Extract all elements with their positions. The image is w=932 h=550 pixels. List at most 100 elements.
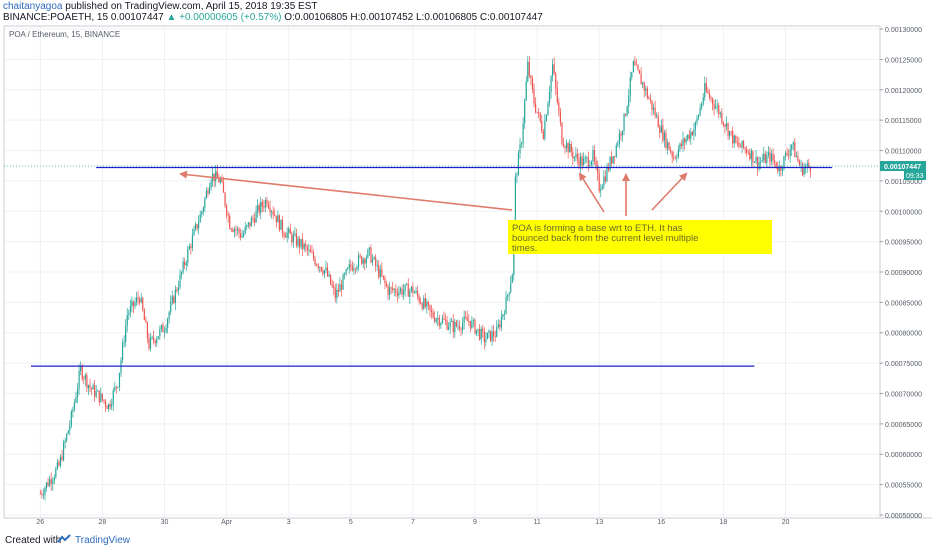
candle xyxy=(674,155,676,160)
candle xyxy=(328,270,330,278)
candle xyxy=(146,321,149,344)
candle xyxy=(774,154,776,168)
candle xyxy=(295,228,298,248)
candle xyxy=(696,114,698,126)
candle xyxy=(132,300,135,314)
candle-body xyxy=(379,269,381,278)
candle xyxy=(738,136,740,150)
candle xyxy=(522,116,524,149)
candle xyxy=(643,81,645,98)
candle xyxy=(168,310,170,324)
candle xyxy=(49,475,51,488)
candle-body xyxy=(202,207,204,212)
candle-body xyxy=(98,390,100,403)
candle-body xyxy=(204,198,206,208)
candle xyxy=(260,196,262,220)
author-link[interactable]: chaitanyagoa xyxy=(3,1,63,12)
candle-body xyxy=(808,163,810,167)
price-chart[interactable]: 0.00130000 0.00125000 0.00120000 0.00115000… xyxy=(0,24,932,526)
candle-body xyxy=(735,135,737,143)
candle-body xyxy=(179,274,181,288)
candle xyxy=(205,187,208,199)
candle-body xyxy=(578,158,580,167)
candle xyxy=(606,162,608,183)
candle xyxy=(729,130,731,140)
y-tick-label: 0.00070000 xyxy=(885,391,922,398)
candle xyxy=(201,210,203,218)
candle xyxy=(617,140,619,148)
candle-body xyxy=(146,322,149,339)
candle-body xyxy=(562,144,565,147)
candle-body xyxy=(510,283,512,293)
candle xyxy=(111,398,113,411)
candle xyxy=(758,156,760,172)
candle xyxy=(651,100,653,116)
candle xyxy=(297,236,299,249)
candle-body xyxy=(579,156,582,167)
candle xyxy=(226,203,228,219)
candle-body xyxy=(241,236,243,238)
candle xyxy=(555,71,557,95)
candle xyxy=(697,114,700,121)
candle-body xyxy=(193,229,195,236)
candle-body xyxy=(151,336,153,338)
candle-body xyxy=(239,232,242,238)
candle xyxy=(80,361,82,376)
countdown-tag xyxy=(904,171,926,181)
candle-body xyxy=(749,153,751,160)
candle-body xyxy=(140,297,142,303)
candle-body xyxy=(401,288,403,295)
candle-body xyxy=(295,233,298,246)
candle-body xyxy=(41,493,43,495)
candle-body xyxy=(92,385,94,390)
candle xyxy=(385,280,388,288)
candle xyxy=(171,290,173,306)
candle xyxy=(75,391,77,404)
candle xyxy=(312,249,315,262)
y-tick-label: 0.00095000 xyxy=(885,240,922,247)
candle-body xyxy=(550,76,552,92)
candle-body xyxy=(730,131,732,132)
candle xyxy=(716,99,718,113)
candle xyxy=(331,279,333,288)
candle xyxy=(438,314,440,330)
candle-body xyxy=(362,259,364,264)
candle xyxy=(334,283,336,303)
tradingview-brand-link[interactable]: TradingView xyxy=(75,535,131,546)
candle xyxy=(277,210,279,223)
candle-body xyxy=(471,320,473,329)
candle-body xyxy=(53,477,55,481)
candle-body xyxy=(758,162,760,169)
candle-body xyxy=(665,132,667,149)
candle xyxy=(241,229,243,239)
candle-body xyxy=(477,328,479,330)
candle xyxy=(61,449,63,462)
candle xyxy=(536,111,538,114)
candle xyxy=(165,324,167,334)
candle-body xyxy=(264,199,267,208)
candle-body xyxy=(528,61,530,77)
candle xyxy=(708,89,711,101)
candle-body xyxy=(413,292,416,294)
candle-body xyxy=(78,371,80,389)
candle xyxy=(637,63,639,72)
candle xyxy=(325,260,327,274)
candle xyxy=(292,230,294,248)
candle-body xyxy=(611,157,613,164)
candle xyxy=(216,164,218,179)
candle xyxy=(646,86,648,100)
candle-body xyxy=(191,235,194,248)
candle-body xyxy=(435,319,437,322)
candle xyxy=(371,254,374,266)
candle-body xyxy=(721,112,723,123)
candle-body xyxy=(406,283,408,285)
candle-body xyxy=(801,164,804,175)
candle xyxy=(600,184,602,198)
candle-body xyxy=(559,111,561,123)
candle xyxy=(732,126,734,148)
x-tick-label: 18 xyxy=(720,519,728,526)
candle xyxy=(778,160,780,177)
candle-body xyxy=(331,284,333,287)
candle-body xyxy=(246,225,248,227)
candle xyxy=(472,318,475,328)
